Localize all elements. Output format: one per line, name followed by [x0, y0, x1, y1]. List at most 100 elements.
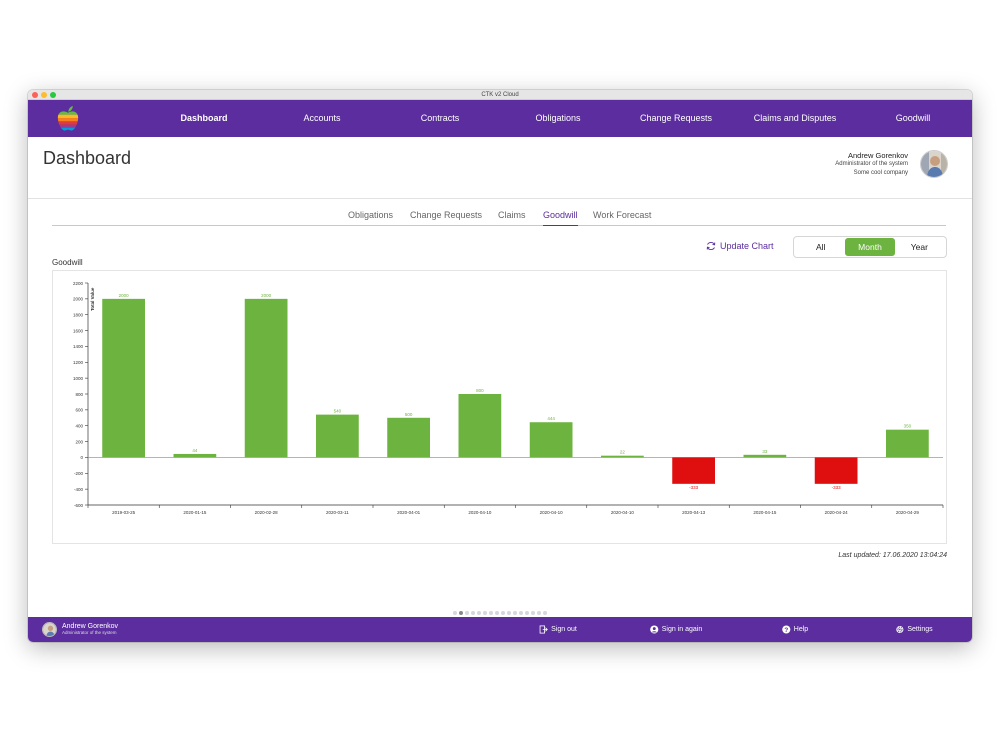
x-tick-label: 2020-03-11: [326, 510, 349, 515]
page-dot[interactable]: [537, 611, 541, 615]
help-label: Help: [793, 626, 809, 633]
nav-claims-and-disputes[interactable]: Claims and Disputes: [753, 113, 837, 123]
settings-label: Settings: [907, 626, 933, 633]
page-dot[interactable]: [513, 611, 517, 615]
page-dot[interactable]: [531, 611, 535, 615]
bar-value-label: 2000: [261, 293, 272, 298]
page-dot[interactable]: [501, 611, 505, 615]
help-button[interactable]: ? Help: [782, 617, 808, 642]
user-role: Administrator of the system: [835, 161, 908, 167]
user-company: Some cool company: [853, 170, 908, 176]
close-window-button[interactable]: [32, 92, 38, 98]
tab-change-requests[interactable]: Change Requests: [410, 210, 483, 220]
page-dot[interactable]: [495, 611, 499, 615]
page-title: Dashboard: [43, 148, 132, 168]
y-tick-label: 200: [75, 439, 83, 444]
page-dot[interactable]: [477, 611, 481, 615]
footer-user[interactable]: Andrew Gorenkov Administrator of the sys…: [42, 622, 118, 637]
sign-in-again-button[interactable]: Sign in again: [650, 617, 702, 642]
dashboard-content: Obligations Change Requests Claims Goodw…: [28, 199, 972, 602]
page-dot[interactable]: [459, 611, 463, 615]
bar: [672, 457, 715, 484]
sign-out-icon: [539, 625, 548, 634]
gear-icon: [896, 625, 904, 634]
y-tick-label: -200: [74, 471, 84, 476]
x-tick-label: 2020-04-10: [468, 510, 492, 515]
y-tick-label: 1200: [73, 360, 84, 365]
goodwill-bar-chart: -600 -400 -200 0 200 400 600 800 1000 1200 1400 160…: [73, 281, 944, 515]
footer-user-name: Andrew Gorenkov: [62, 623, 119, 630]
range-selector: All Month Year: [793, 236, 947, 258]
user-name: Andrew Gorenkov: [847, 151, 908, 160]
bar-value-label: 500: [405, 412, 413, 417]
nav-change-requests[interactable]: Change Requests: [639, 113, 713, 123]
y-tick-label: 800: [75, 392, 83, 397]
page-indicator: [28, 608, 972, 618]
range-year-button[interactable]: Year: [910, 242, 928, 252]
y-tick-label: 1400: [73, 344, 84, 349]
tab-claims[interactable]: Claims: [498, 210, 526, 220]
page-dot[interactable]: [543, 611, 547, 615]
bar-value-label: 44: [192, 448, 198, 453]
tab-goodwill[interactable]: Goodwill: [543, 210, 578, 226]
user-photo-icon: [43, 623, 56, 636]
tab-obligations[interactable]: Obligations: [348, 210, 394, 220]
y-tick-label: 1800: [73, 313, 84, 318]
page-dot[interactable]: [453, 611, 457, 615]
bar: [387, 417, 430, 458]
bar-value-label: 33: [762, 449, 768, 454]
page-dot[interactable]: [471, 611, 475, 615]
user-photo-icon: [921, 151, 947, 177]
bar: [173, 453, 217, 458]
nav-goodwill[interactable]: Goodwill: [895, 113, 931, 123]
rainbow-apple-logo[interactable]: [56, 105, 80, 132]
nav-contracts[interactable]: Contracts: [420, 113, 460, 123]
top-navigation: Dashboard Accounts Contracts Obligations…: [28, 100, 972, 137]
page-dot[interactable]: [465, 611, 469, 615]
x-tick-label: 2020-04-15: [753, 510, 777, 515]
footer-avatar: [42, 622, 57, 637]
y-tick-label: 0: [80, 455, 83, 460]
sign-in-again-label: Sign in again: [661, 626, 703, 633]
range-month-button[interactable]: Month: [845, 238, 895, 256]
page-header: Dashboard Andrew Gorenkov Administrator …: [28, 137, 972, 199]
bar-value-label: -333: [832, 485, 842, 490]
last-updated-text: Last updated: 17.06.2020 13:04:24: [838, 552, 947, 559]
footer-bar: Andrew Gorenkov Administrator of the sys…: [28, 617, 972, 642]
x-tick-label: 2020-04-10: [540, 510, 564, 515]
nav-accounts[interactable]: Accounts: [303, 113, 341, 123]
page-dot[interactable]: [507, 611, 511, 615]
page-dot[interactable]: [525, 611, 529, 615]
bar: [244, 298, 288, 458]
bar: [316, 414, 359, 458]
nav-dashboard[interactable]: Dashboard: [180, 113, 228, 123]
x-tick-label: 2020-04-13: [682, 510, 706, 515]
page-dot[interactable]: [483, 611, 487, 615]
window-title: CTK v2 Cloud: [481, 92, 519, 98]
x-tick-label: 2020-04-01: [397, 510, 421, 515]
x-tick-label: 2020-04-10: [611, 510, 635, 515]
nav-obligations[interactable]: Obligations: [535, 113, 581, 123]
minimize-window-button[interactable]: [41, 92, 47, 98]
sign-out-button[interactable]: Sign out: [539, 617, 577, 642]
bar: [601, 455, 644, 458]
range-all-button[interactable]: All: [815, 242, 826, 252]
page-dot[interactable]: [519, 611, 523, 615]
bar-value-label: 800: [476, 388, 484, 393]
bar-value-label: 2000: [119, 293, 130, 298]
bar-value-label: 444: [547, 416, 555, 421]
settings-button[interactable]: Settings: [895, 617, 933, 642]
y-tick-label: 400: [75, 424, 83, 429]
update-chart-button[interactable]: Update Chart: [706, 241, 774, 251]
maximize-window-button[interactable]: [50, 92, 56, 98]
tab-work-forecast[interactable]: Work Forecast: [593, 210, 652, 220]
avatar[interactable]: [920, 150, 948, 178]
bar: [886, 429, 929, 458]
page-dot[interactable]: [489, 611, 493, 615]
svg-text:?: ?: [784, 627, 788, 634]
y-tick-label: -400: [74, 487, 84, 492]
x-tick-label: 2019-03-25: [112, 510, 136, 515]
y-tick-label: 600: [75, 408, 83, 413]
goodwill-chart-container: -600 -400 -200 0 200 400 600 800 1000 1200 1400 160…: [52, 270, 947, 544]
y-tick-label: -600: [74, 503, 84, 508]
